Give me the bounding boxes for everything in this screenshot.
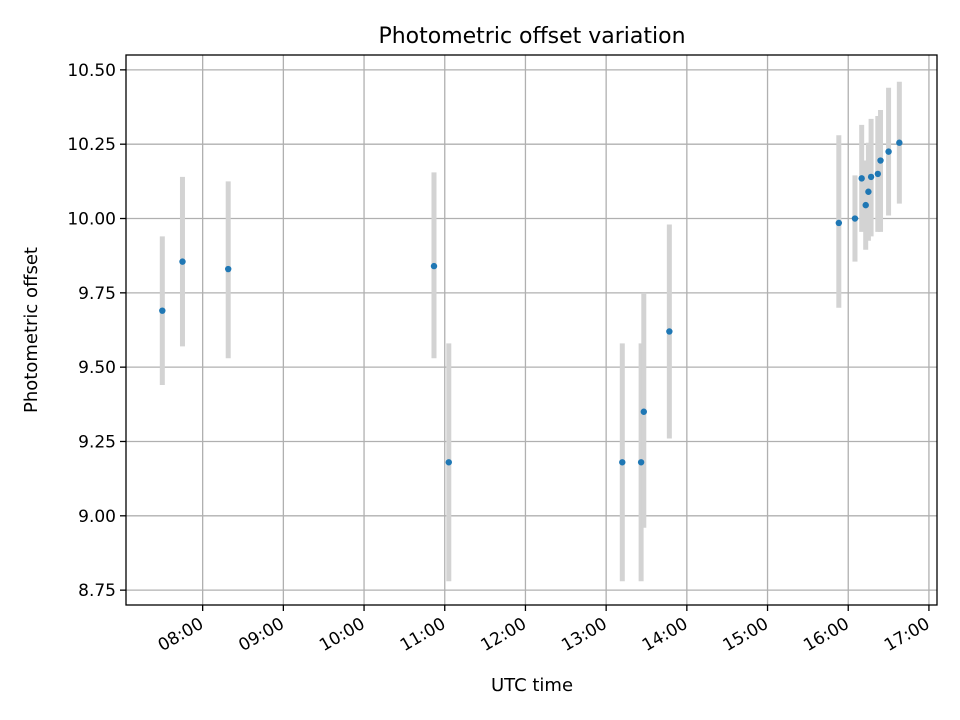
x-tick-label: 15:00 — [720, 614, 772, 656]
data-point — [430, 262, 438, 270]
data-point — [225, 265, 232, 273]
data-point — [865, 188, 872, 195]
error-bars — [159, 81, 902, 582]
y-tick-label: 10.50 — [67, 61, 116, 81]
y-axis-label: Photometric offset — [21, 247, 42, 413]
x-tick-label: 11:00 — [397, 614, 449, 656]
x-tick-label: 12:00 — [478, 614, 530, 656]
y-tick-label: 9.25 — [78, 432, 116, 452]
plot-frame — [125, 54, 938, 606]
data-point — [619, 459, 626, 466]
data-point — [867, 173, 875, 181]
data-point — [885, 148, 892, 155]
y-tick-label: 8.75 — [78, 581, 116, 601]
data-point — [896, 139, 903, 146]
x-tick-label: 10:00 — [316, 614, 368, 656]
y-tick-label: 9.75 — [78, 284, 116, 304]
data-point — [862, 201, 869, 209]
data-point — [877, 157, 884, 164]
data-point — [179, 258, 186, 265]
data-point — [851, 215, 859, 222]
y-tick-label: 10.25 — [67, 135, 116, 155]
y-tick-label: 9.00 — [78, 507, 116, 527]
x-axis: 08:00 09:00 10:00 11:00 12:00 13:00 14:00 15:00… — [155, 605, 933, 656]
x-tick-label: 16:00 — [800, 614, 852, 656]
data-point — [835, 219, 843, 227]
data-point — [858, 175, 865, 182]
data-point — [874, 170, 882, 178]
data-point — [637, 459, 645, 466]
y-tick-label: 10.00 — [67, 210, 116, 230]
x-tick-label: 17:00 — [881, 614, 933, 656]
x-tick-label: 13:00 — [558, 614, 610, 656]
data-point — [666, 328, 673, 335]
y-tick-label: 9.50 — [78, 358, 116, 378]
grid — [126, 55, 937, 605]
data-points — [159, 139, 903, 466]
x-tick-label: 08:00 — [155, 614, 207, 656]
data-point — [159, 307, 166, 314]
data-point — [445, 459, 452, 466]
y-axis: 8.75 9.00 9.25 9.50 9.75 10.00 10.25 10.50 — [67, 61, 126, 601]
x-axis-label: UTC time — [491, 675, 573, 696]
chart-title: Photometric offset variation — [378, 24, 685, 49]
x-tick-label: 09:00 — [235, 614, 287, 656]
x-tick-label: 14:00 — [639, 614, 691, 656]
data-point — [640, 408, 648, 415]
